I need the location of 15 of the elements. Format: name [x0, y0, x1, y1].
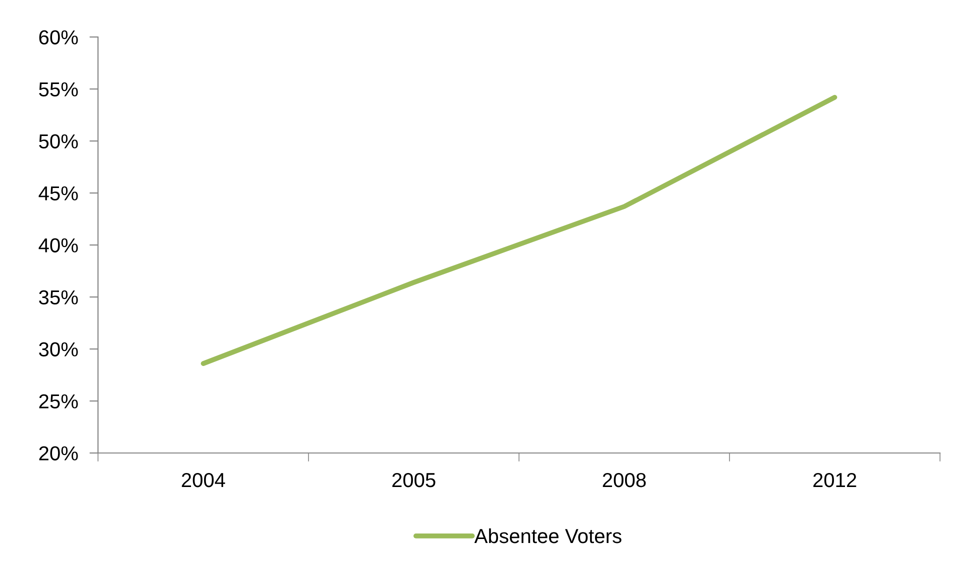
x-tick-label: 2004 [182, 472, 226, 488]
y-tick-label: 35% [39, 290, 78, 304]
legend-label: Absentee Voters [474, 528, 622, 544]
y-tick-label: 30% [39, 342, 78, 356]
y-tick-label: 45% [38, 186, 78, 200]
line-series [200, 94, 838, 366]
x-tick-label: 2005 [392, 472, 436, 488]
y-tick-label: 20% [39, 446, 78, 460]
y-tick-label: 25% [39, 394, 78, 408]
x-tick-label: 2012 [813, 472, 856, 488]
y-tick-label: 55% [39, 82, 78, 96]
x-tick-label: 2008 [602, 472, 646, 488]
y-tick-label: 50% [39, 134, 78, 148]
y-tick-label: 40% [38, 238, 78, 252]
y-tick-label: 60% [39, 30, 78, 44]
